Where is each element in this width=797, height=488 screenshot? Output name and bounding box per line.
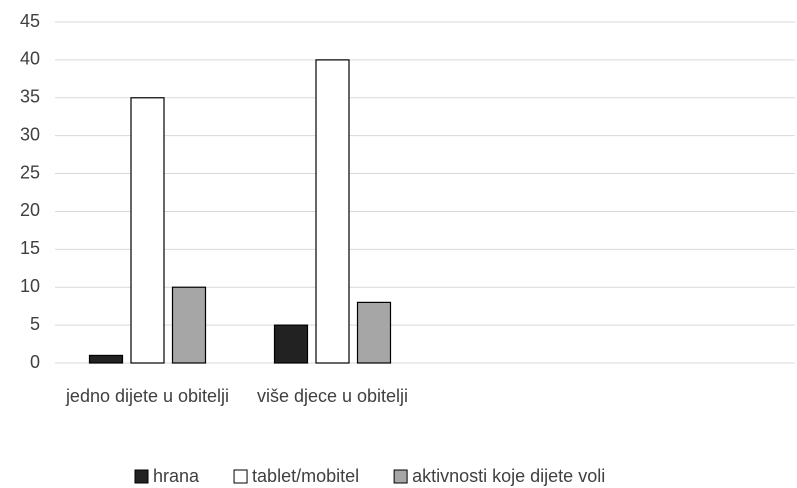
bar <box>273 324 309 364</box>
y-tick-label: 0 <box>30 352 40 372</box>
bar <box>88 354 124 364</box>
bar <box>130 97 165 364</box>
y-tick-label: 15 <box>20 238 40 258</box>
legend-swatch <box>233 469 248 484</box>
y-tick-label: 40 <box>20 49 40 69</box>
legend-swatch <box>393 469 408 484</box>
legend-label: hrana <box>153 466 200 486</box>
bar <box>315 59 350 364</box>
y-tick-label: 10 <box>20 276 40 296</box>
y-tick-label: 25 <box>20 162 40 182</box>
bar <box>356 301 392 364</box>
x-tick-label: jedno dijete u obitelji <box>65 386 229 406</box>
legend-label: tablet/mobitel <box>252 466 359 486</box>
y-tick-label: 45 <box>20 11 40 31</box>
legend-label: aktivnosti koje dijete voli <box>412 466 605 486</box>
x-tick-label: više djece u obitelji <box>257 386 408 406</box>
bar <box>171 286 207 364</box>
y-tick-label: 30 <box>20 124 40 144</box>
y-tick-label: 35 <box>20 87 40 107</box>
y-tick-label: 20 <box>20 200 40 220</box>
y-tick-label: 5 <box>30 314 40 334</box>
legend-swatch <box>134 469 149 484</box>
